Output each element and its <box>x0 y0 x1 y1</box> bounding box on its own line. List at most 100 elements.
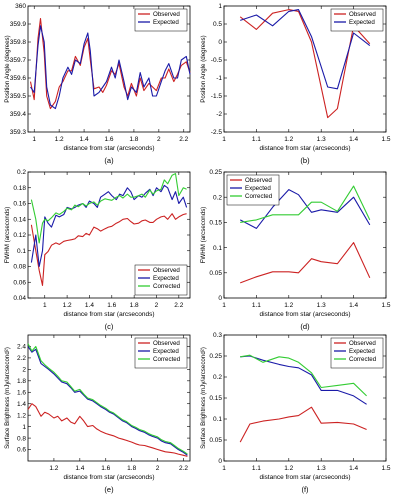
x-tick-label: 1.1 <box>252 302 261 309</box>
y-tick-label: -1.5 <box>211 93 223 100</box>
y-tick-label: 0.15 <box>209 395 222 402</box>
x-tick-label: 1.6 <box>104 136 113 143</box>
legend-label: Expected <box>153 275 179 282</box>
y-tick-label: 359.6 <box>10 75 27 82</box>
legend-label: Observed <box>349 11 376 18</box>
y-tick-label: 0.1 <box>213 245 222 252</box>
panel-caption: (f) <box>301 485 309 494</box>
legend-label: Expected <box>245 185 271 192</box>
series-line-observed <box>239 9 371 119</box>
x-tick-label: 1.6 <box>101 465 110 472</box>
legend-label: Observed <box>349 340 376 347</box>
y-tick-label: 0.8 <box>17 435 26 442</box>
y-tick-label: 0.04 <box>13 295 26 302</box>
chart-panel-c: 1 1.2 1.4 1.6 1.8 2 2.2 0.04 0.06 0.08 0.1 0.12 0.14… <box>4 169 191 331</box>
x-tick-label: 1 <box>222 136 226 143</box>
y-axis-label: Surface Brightness (mJy/arcsecond²) <box>4 347 11 449</box>
series-line-expected <box>240 9 371 90</box>
y-tick-label: 1 <box>218 3 222 10</box>
y-tick-label: 359.8 <box>10 39 27 46</box>
y-tick-label: 2.2 <box>17 355 26 362</box>
series-line-expected <box>30 184 188 268</box>
chart-panel-e: 1.2 1.4 1.6 1.8 2 2.2 0.6 0.8 1 1.2 1.4 1.6 1.8 2 2.2 2… <box>4 334 191 494</box>
y-tick-label: 360 <box>15 3 26 10</box>
panel-caption: (a) <box>104 156 114 165</box>
y-tick-label: 0.14 <box>13 216 26 223</box>
y-tick-label: 0.08 <box>13 264 26 271</box>
x-tick-label: 1.3 <box>317 136 326 143</box>
x-axis-label: distance from star (arcseconds) <box>259 311 350 318</box>
y-tick-label: 0.15 <box>209 220 222 227</box>
y-axis-label: FWHM (arcseconds) <box>4 207 11 264</box>
x-tick-label: 1.2 <box>55 136 64 143</box>
x-tick-label: 1.2 <box>284 136 293 143</box>
y-tick-label: 1.2 <box>17 412 26 419</box>
x-axis-label: distance from star (arcseconds) <box>259 145 350 152</box>
y-tick-label: 0.2 <box>213 374 222 381</box>
y-tick-label: 0.1 <box>213 416 222 423</box>
x-tick-label: 1.8 <box>127 465 136 472</box>
x-tick-label: 1.5 <box>381 302 390 309</box>
x-tick-label: 1.5 <box>381 136 390 143</box>
chart-panel-b: 1 1.1 1.2 1.3 1.4 1.5 -2.5 -2 -1.5 -1 -0.5 0 0.5 1 Obs… <box>200 3 391 165</box>
series-line-corrected <box>30 173 187 244</box>
legend-label: Corrected <box>153 283 181 290</box>
y-tick-label: 359.4 <box>10 111 27 118</box>
legend-label: Observed <box>245 177 272 184</box>
chart-panel-f: 1 1.1 1.2 1.3 1.4 1.5 0 0.05 0.1 0.15 0.2 0.25 0.3 Ob… <box>200 332 391 494</box>
x-tick-label: 2.2 <box>179 465 188 472</box>
x-tick-label: 2 <box>157 136 161 143</box>
x-tick-label: 1.6 <box>107 302 116 309</box>
y-tick-label: 1.4 <box>17 401 26 408</box>
y-tick-label: 0.2 <box>17 169 26 176</box>
y-tick-label: 0 <box>218 458 222 465</box>
chart-panel-a: 1 1.2 1.4 1.6 1.8 2 2.2 359.3 359.4 359.5 359.6 359… <box>4 3 191 165</box>
legend-label: Observed <box>153 267 180 274</box>
y-tick-label: 1.8 <box>17 378 26 385</box>
y-tick-label: 359.7 <box>10 57 27 64</box>
y-tick-label: 0.25 <box>209 169 222 176</box>
legend-label: Expected <box>153 19 179 26</box>
series-line-expected <box>240 355 367 405</box>
y-tick-label: 0.05 <box>209 437 222 444</box>
x-tick-label: 1.8 <box>130 302 139 309</box>
y-axis-label: FWHM (arcseconds) <box>200 207 207 264</box>
series-line-observed <box>30 213 187 286</box>
x-tick-label: 2.2 <box>174 302 183 309</box>
legend-label: Observed <box>153 11 180 18</box>
y-tick-label: -2 <box>216 111 222 118</box>
y-tick-label: 359.3 <box>10 129 27 136</box>
panel-caption: (e) <box>104 485 114 494</box>
panel-caption: (c) <box>105 322 114 331</box>
x-tick-label: 1.3 <box>317 465 326 472</box>
x-axis-label: distance from star (arcseconds) <box>63 311 154 318</box>
y-tick-label: 0.16 <box>13 201 26 208</box>
series-line-expected <box>27 346 188 456</box>
legend-label: Corrected <box>153 356 181 363</box>
legend-label: Corrected <box>245 193 273 200</box>
x-tick-label: 1.4 <box>80 136 89 143</box>
x-tick-label: 1.4 <box>349 465 358 472</box>
x-tick-label: 1.4 <box>75 465 84 472</box>
x-tick-label: 1.4 <box>349 302 358 309</box>
series-line-corrected <box>240 185 371 223</box>
x-tick-label: 1.2 <box>284 465 293 472</box>
y-tick-label: 0.12 <box>13 232 26 239</box>
legend-label: Expected <box>153 348 179 355</box>
x-tick-label: 1 <box>222 465 226 472</box>
legend-label: Corrected <box>349 356 377 363</box>
y-tick-label: 359.5 <box>10 93 27 100</box>
y-tick-label: 0.1 <box>17 248 26 255</box>
x-axis-label: distance from star (arcseconds) <box>63 145 154 152</box>
x-tick-label: 1.4 <box>349 136 358 143</box>
legend-label: Observed <box>153 340 180 347</box>
x-tick-label: 2 <box>155 302 159 309</box>
series-line-corrected <box>27 343 188 455</box>
x-tick-label: 2.2 <box>179 136 188 143</box>
x-tick-label: 1.2 <box>284 302 293 309</box>
chart-panel-d: 1 1.1 1.2 1.3 1.4 1.5 0 0.05 0.1 0.15 0.2 0.25 Obser… <box>200 169 391 331</box>
